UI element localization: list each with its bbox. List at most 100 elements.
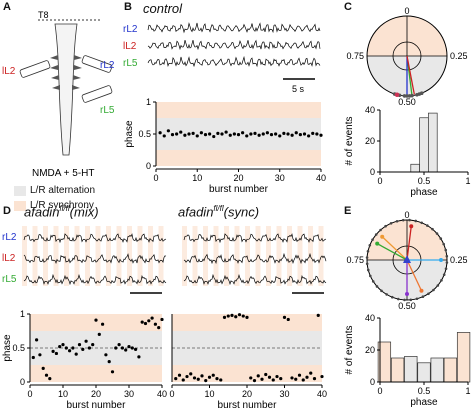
eng-trace [183,233,327,244]
x-tick-label: 30 [279,389,289,399]
y-tick-label: 0 [370,167,375,177]
data-point [234,315,238,319]
data-point [147,319,151,323]
burst-shading [318,226,324,286]
data-point [236,133,241,137]
event-marker [426,224,429,227]
data-point [175,132,179,136]
data-point [253,131,257,135]
event-marker [385,293,388,296]
data-point [216,131,220,135]
data-point [298,133,302,137]
data-point [222,315,227,319]
y-axis-label: # of events [344,326,355,375]
data-point [245,134,249,138]
x-tick-label: 20 [233,173,243,183]
polar-label-0: 0 [404,6,409,16]
mean-vector [406,55,415,95]
data-point [68,349,72,353]
data-point [204,379,208,383]
eng-trace [147,22,321,34]
event-marker [371,280,375,283]
y-tick-label: 1 [20,309,25,319]
y-tick-label: 0 [370,377,375,387]
data-point [174,377,178,381]
data-point [241,131,245,135]
data-point [211,373,215,377]
data-point [183,133,187,137]
y-tick-label: 0 [20,377,25,387]
data-point [54,351,59,356]
data-point [237,313,242,317]
burst-shading [64,226,69,286]
y-axis-label: phase [2,334,13,362]
polar-label-050: 0.50 [398,301,416,311]
data-point [187,132,191,136]
data-point [110,370,115,374]
data-point [282,131,286,135]
y-tick-label: 0 [146,161,151,171]
data-point [307,134,311,138]
data-point [301,378,305,382]
polar-label-0: 0 [404,210,409,220]
data-point [87,346,91,350]
event-marker [368,243,372,247]
x-tick-label: 20 [242,389,252,399]
data-point [114,346,118,350]
data-point [58,345,62,349]
data-point [208,132,212,136]
histogram-bar [390,357,405,383]
event-marker [421,295,425,299]
d-trace-label-rl2: rL2 [2,232,17,243]
event-marker [365,262,369,266]
x-tick-label: 0 [27,389,32,399]
event-marker [409,298,413,302]
event-marker [427,292,430,296]
event-marker [415,92,419,97]
data-point [275,374,279,379]
event-marker [368,274,372,278]
panel-letter-d: D [3,205,11,217]
data-point [77,343,82,347]
data-point [257,133,261,137]
panel-c-polar: 0 0.75 0.25 0.50 [346,6,467,107]
synchrony-band-top [30,314,162,331]
mean-marker [403,255,411,263]
panel-letter-c: C [344,1,352,13]
panel-b-traces: rL2 lL2 rL5 5 s [123,22,321,94]
burst-shading [106,226,111,286]
burst-shading [213,226,219,286]
data-point [127,345,131,349]
event-marker [415,297,419,301]
burst-shading [255,226,261,286]
event-marker [401,218,405,222]
burst-shading [22,226,27,286]
data-point [31,355,35,360]
data-point [177,373,182,377]
eng-trace [147,55,321,68]
event-marker [405,94,409,98]
event-marker [389,221,393,225]
histogram-bar [410,163,420,173]
x-tick-label: 0 [377,386,382,396]
event-marker [436,284,440,287]
data-point [97,332,101,336]
burst-shading [224,226,229,286]
event-marker [390,295,394,299]
data-point [249,376,253,380]
data-point [315,132,319,136]
data-point [140,320,144,324]
data-point [94,318,98,322]
data-point [256,374,260,378]
histogram-bar [443,357,458,383]
data-point [160,317,164,322]
event-marker [431,227,434,231]
trace-label-rl5: rL5 [123,58,138,69]
y-tick-label: 20 [365,136,375,146]
x-tick-label: 20 [91,389,101,399]
synchrony-band-top [156,102,321,118]
event-marker [420,221,424,225]
data-point [278,134,282,138]
